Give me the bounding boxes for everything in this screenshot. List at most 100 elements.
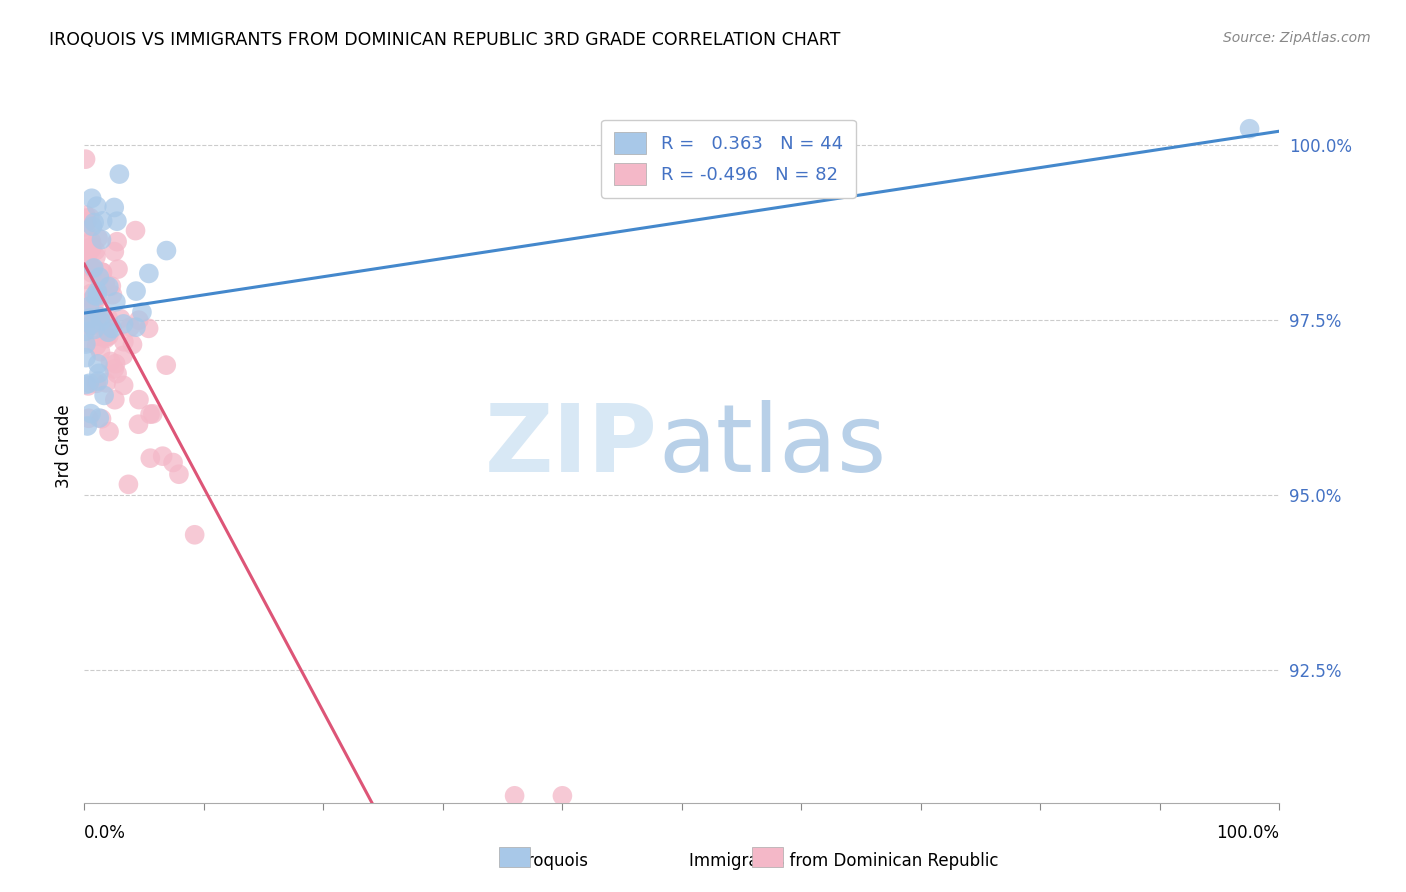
Point (89, 411, 111, 425)
Point (107, 262, 129, 277)
Point (112, 334, 135, 349)
Point (80, 286, 103, 301)
Point (75, 252, 97, 267)
Point (125, 320, 148, 334)
Point (77, 379, 100, 393)
Point (76, 318, 98, 332)
Point (90, 314, 112, 328)
Point (125, 284, 148, 298)
Point (131, 305, 153, 319)
Point (79, 310, 101, 325)
Point (104, 392, 127, 407)
Point (75, 313, 97, 327)
Point (75, 215, 97, 229)
Point (75, 324, 97, 338)
Point (89, 317, 111, 331)
Point (79, 376, 101, 391)
Point (80, 318, 103, 332)
Point (128, 313, 150, 327)
Text: IROQUOIS VS IMMIGRANTS FROM DOMINICAN REPUBLIC 3RD GRADE CORRELATION CHART: IROQUOIS VS IMMIGRANTS FROM DOMINICAN RE… (49, 31, 841, 49)
Point (1239, 121, 1261, 136)
Point (75, 377, 97, 392)
Point (75, 243, 97, 257)
Point (91, 265, 114, 279)
Point (83, 215, 105, 229)
Point (103, 244, 125, 259)
Point (94, 332, 117, 346)
Point (90, 411, 112, 425)
Point (101, 287, 124, 301)
Point (155, 244, 177, 258)
Point (183, 528, 205, 542)
Point (110, 311, 132, 326)
Point (86, 199, 108, 213)
Point (138, 267, 160, 281)
Point (82, 261, 104, 276)
Point (77, 411, 100, 425)
Text: Immigrants from Dominican Republic: Immigrants from Dominican Republic (689, 852, 998, 870)
Point (84, 250, 107, 264)
Point (104, 357, 127, 371)
Point (83, 322, 105, 336)
Point (75, 219, 97, 234)
Point (87, 374, 110, 388)
Point (76, 419, 98, 434)
Text: ZIP: ZIP (485, 400, 658, 492)
Point (87, 367, 110, 381)
Point (77, 244, 100, 259)
Point (75, 208, 97, 222)
Text: Iroquois: Iroquois (523, 852, 588, 870)
Point (120, 320, 142, 334)
Point (98, 425, 121, 439)
Point (89, 310, 111, 324)
Point (77, 256, 100, 270)
Point (90, 233, 112, 247)
Point (139, 451, 162, 466)
Point (97, 311, 120, 326)
Legend: R =   0.363   N = 44, R = -0.496   N = 82: R = 0.363 N = 44, R = -0.496 N = 82 (602, 120, 856, 198)
Point (139, 407, 162, 421)
Point (76, 259, 98, 273)
Text: atlas: atlas (658, 400, 886, 492)
Point (97, 329, 120, 343)
Point (80, 407, 103, 421)
Point (83, 288, 105, 302)
Point (142, 407, 165, 421)
Point (128, 392, 150, 407)
Point (83, 296, 105, 310)
Point (83, 318, 105, 332)
Point (105, 235, 128, 249)
Point (97, 279, 120, 293)
Point (121, 337, 143, 351)
Point (75, 272, 97, 286)
Point (75, 334, 97, 349)
Point (82, 219, 104, 234)
Point (84, 244, 107, 258)
Point (80, 242, 103, 256)
Text: 100.0%: 100.0% (1216, 824, 1279, 842)
Point (832, 169, 855, 184)
Point (80, 234, 103, 248)
Point (104, 294, 127, 309)
Point (80, 235, 103, 249)
Point (103, 362, 125, 376)
Y-axis label: 3rd Grade: 3rd Grade (55, 404, 73, 488)
Point (101, 321, 124, 335)
Point (112, 317, 135, 331)
Point (80, 266, 103, 280)
Point (100, 279, 122, 293)
Point (75, 337, 97, 351)
Point (91, 313, 114, 327)
Point (83, 260, 105, 275)
Point (167, 467, 190, 482)
Point (551, 789, 574, 803)
Point (94, 277, 117, 291)
Point (75, 152, 97, 166)
Point (96, 376, 118, 390)
Point (89, 270, 111, 285)
Point (83, 298, 105, 312)
Point (87, 357, 110, 371)
Point (86, 329, 108, 343)
Point (80, 191, 103, 205)
Point (152, 449, 174, 463)
